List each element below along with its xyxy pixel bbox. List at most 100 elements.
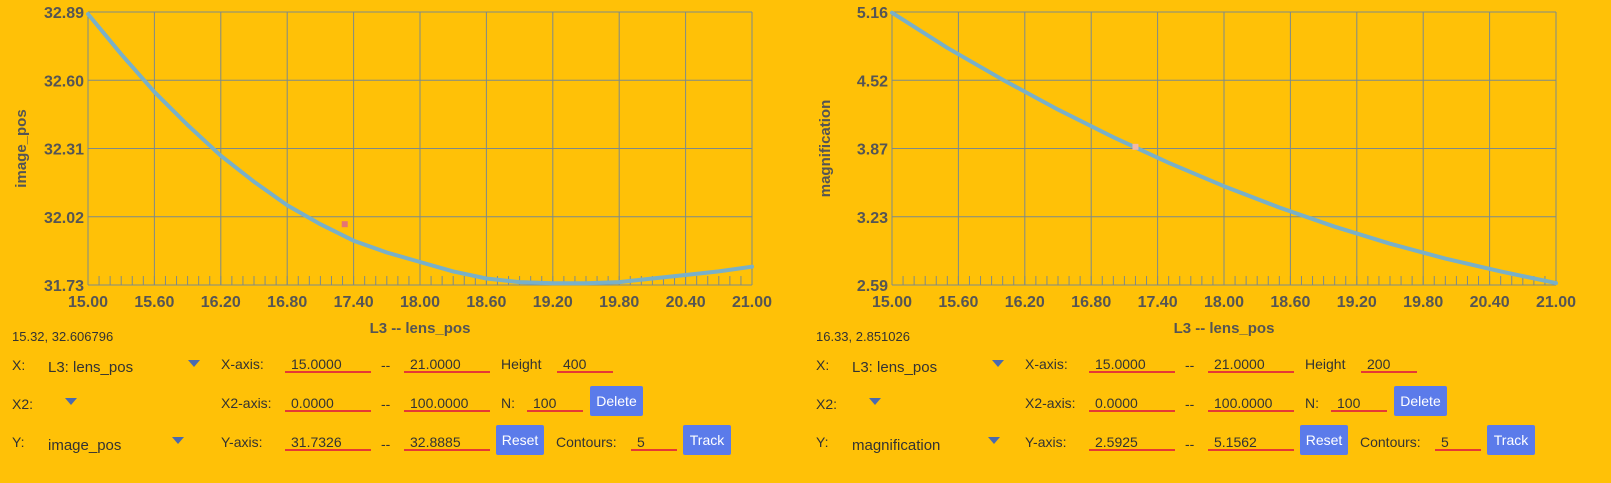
cursor-marker: [341, 221, 348, 228]
y-tick-label: 32.89: [44, 5, 84, 22]
y-axis-min-input[interactable]: 31.7326: [285, 433, 371, 451]
plot-panel-right: 15.00 15.60 16.20 16.80 17.40 18.00 18.60 19.20…: [804, 0, 1604, 483]
x-tick-label: 17.40: [334, 294, 374, 311]
x-tick-label: 15.00: [872, 294, 912, 311]
y-tick-label: 32.60: [44, 73, 84, 90]
range-dash: --: [381, 396, 391, 412]
x-tick-label: 16.20: [201, 294, 241, 311]
x-axis-min-input[interactable]: 15.0000: [1089, 355, 1175, 373]
x2-select-label: X2:: [12, 396, 34, 412]
x-tick-label: 16.80: [1071, 294, 1111, 311]
reset-button[interactable]: Reset: [1300, 425, 1348, 455]
y-axis-title: image_pos: [13, 109, 30, 187]
delete-button[interactable]: Delete: [590, 386, 643, 416]
x-tick-label: 15.60: [938, 294, 978, 311]
x-tick-label: 16.20: [1005, 294, 1045, 311]
cursor-readout: 16.33, 2.851026: [816, 329, 910, 344]
x-axis-title: L3 -- lens_pos: [1174, 320, 1275, 337]
x-axis-max-input[interactable]: 21.0000: [404, 355, 490, 373]
x2-dropdown-chevron-down-icon[interactable]: [869, 398, 881, 405]
x-axis-label: X-axis:: [1025, 356, 1068, 372]
contours-input[interactable]: 5: [1435, 433, 1481, 451]
x-select-label: X:: [12, 357, 26, 373]
y-axis-max-input[interactable]: 5.1562: [1208, 433, 1294, 451]
track-button[interactable]: Track: [683, 425, 731, 455]
n-input[interactable]: 100: [527, 394, 583, 412]
x2-axis-max-input[interactable]: 100.0000: [404, 394, 490, 412]
contours-label: Contours:: [1360, 434, 1421, 450]
x-tick-label: 21.00: [1536, 294, 1576, 311]
x-tick-label: 18.60: [1270, 294, 1310, 311]
x2-axis-min-input[interactable]: 0.0000: [1089, 394, 1175, 412]
y-tick-label: 32.31: [44, 142, 84, 159]
x-tick-label: 15.00: [68, 294, 108, 311]
y-axis-min-input[interactable]: 2.5925: [1089, 433, 1175, 451]
x-tick-label: 19.80: [1403, 294, 1443, 311]
y-axis-max-input[interactable]: 32.8885: [404, 433, 490, 451]
n-label: N:: [1305, 395, 1319, 411]
x-variable-select[interactable]: L3: lens_pos: [48, 359, 134, 376]
x-tick-label: 20.40: [666, 294, 706, 311]
x2-dropdown-chevron-down-icon[interactable]: [65, 398, 77, 405]
y-select-label: Y:: [12, 434, 25, 450]
x-axis-label: X-axis:: [221, 356, 264, 372]
height-input[interactable]: 200: [1361, 355, 1417, 373]
x2-axis-label: X2-axis:: [1025, 395, 1076, 411]
x2-axis-max-input[interactable]: 100.0000: [1208, 394, 1294, 412]
x-tick-label: 17.40: [1138, 294, 1178, 311]
n-input[interactable]: 100: [1331, 394, 1387, 412]
y-axis-title: magnification: [817, 100, 834, 198]
x-tick-label: 19.20: [533, 294, 573, 311]
x-axis-min-input[interactable]: 15.0000: [285, 355, 371, 373]
reset-button[interactable]: Reset: [496, 425, 544, 455]
chart-image-pos[interactable]: 15.00 15.60 16.20 16.80 17.40 18.00 18.60 19.20…: [0, 0, 800, 345]
x-dropdown-chevron-down-icon[interactable]: [992, 360, 1004, 367]
y-axis-label: Y-axis:: [221, 434, 263, 450]
range-dash: --: [1185, 436, 1195, 452]
y-axis-label: Y-axis:: [1025, 434, 1067, 450]
range-dash: --: [1185, 357, 1195, 373]
y-tick-label: 4.52: [857, 73, 888, 90]
y-tick-label: 31.73: [44, 278, 84, 295]
x2-axis-label: X2-axis:: [221, 395, 272, 411]
series-line: [86, 12, 754, 286]
y-dropdown-chevron-down-icon[interactable]: [988, 437, 1000, 444]
x-tick-label: 19.80: [599, 294, 639, 311]
x-dropdown-chevron-down-icon[interactable]: [188, 360, 200, 367]
cursor-readout: 15.32, 32.606796: [12, 329, 114, 344]
x-tick-label: 18.00: [400, 294, 440, 311]
x-tick-label: 19.20: [1337, 294, 1377, 311]
x-axis-max-input[interactable]: 21.0000: [1208, 355, 1294, 373]
y-variable-select[interactable]: magnification: [852, 437, 941, 454]
y-tick-label: 3.87: [857, 142, 888, 159]
n-label: N:: [501, 395, 515, 411]
y-select-label: Y:: [816, 434, 829, 450]
y-tick-label: 5.16: [857, 5, 888, 22]
delete-button[interactable]: Delete: [1394, 386, 1447, 416]
height-label: Height: [501, 356, 542, 372]
x2-axis-min-input[interactable]: 0.0000: [285, 394, 371, 412]
height-input[interactable]: 400: [557, 355, 613, 373]
x-tick-label: 20.40: [1470, 294, 1510, 311]
x-tick-label: 21.00: [732, 294, 772, 311]
y-variable-select[interactable]: image_pos: [48, 437, 122, 454]
plot-panel-left: 15.00 15.60 16.20 16.80 17.40 18.00 18.60 19.20…: [0, 0, 800, 483]
x-tick-label: 18.00: [1204, 294, 1244, 311]
range-dash: --: [381, 357, 391, 373]
y-tick-label: 32.02: [44, 210, 84, 227]
x-tick-label: 15.60: [134, 294, 174, 311]
x2-select-label: X2:: [816, 396, 838, 412]
x-tick-label: 16.80: [267, 294, 307, 311]
contours-input[interactable]: 5: [631, 433, 677, 451]
cursor-marker: [1132, 143, 1139, 150]
series-line: [890, 10, 1558, 286]
x-axis-title: L3 -- lens_pos: [370, 320, 471, 337]
track-button[interactable]: Track: [1487, 425, 1535, 455]
y-tick-label: 2.59: [857, 278, 888, 295]
range-dash: --: [381, 436, 391, 452]
x-select-label: X:: [816, 357, 830, 373]
y-dropdown-chevron-down-icon[interactable]: [172, 437, 184, 444]
y-tick-label: 3.23: [857, 210, 888, 227]
chart-magnification[interactable]: 15.00 15.60 16.20 16.80 17.40 18.00 18.60 19.20…: [804, 0, 1604, 345]
x-variable-select[interactable]: L3: lens_pos: [852, 359, 938, 376]
